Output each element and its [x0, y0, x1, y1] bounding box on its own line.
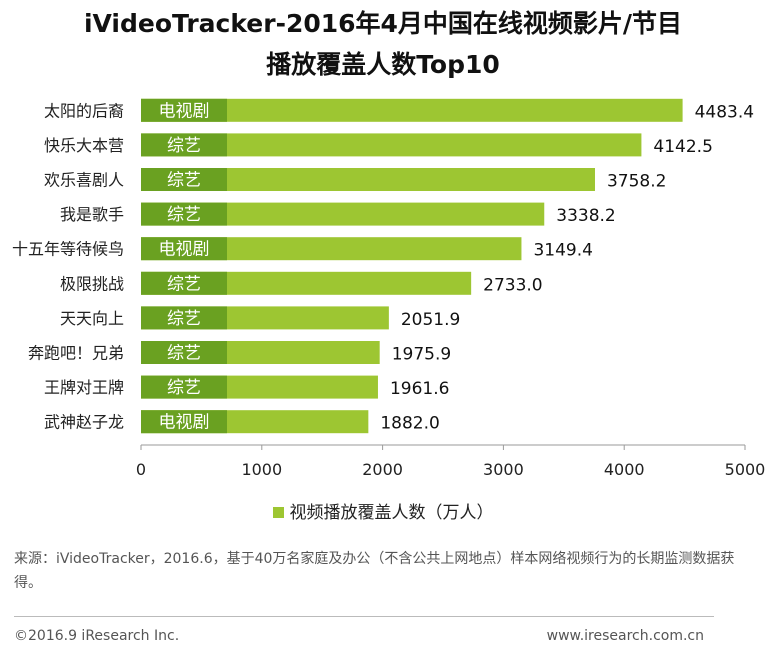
data-label: 4483.4 [695, 102, 754, 122]
category-label: 我是歌手 [60, 205, 124, 224]
data-label: 1961.6 [390, 379, 449, 399]
x-tick-label: 5000 [725, 460, 766, 479]
data-label: 2733.0 [483, 275, 542, 295]
category-label: 欢乐喜剧人 [44, 171, 124, 190]
copyright-text: ©2016.9 iResearch Inc. [14, 628, 180, 644]
category-label: 武神赵子龙 [44, 413, 124, 432]
category-label: 快乐大本营 [44, 136, 124, 155]
legend-label: 视频播放覆盖人数（万人） [289, 503, 494, 523]
data-label: 4142.5 [653, 137, 712, 157]
genre-tag [141, 133, 227, 157]
genre-tag [141, 375, 227, 399]
genre-label: 综艺 [167, 205, 201, 225]
genre-label: 综艺 [167, 136, 201, 156]
legend-swatch [272, 507, 284, 518]
category-label: 天天向上 [60, 309, 124, 328]
bar[interactable] [141, 133, 642, 157]
genre-tag [141, 237, 227, 261]
genre-label: 电视剧 [159, 101, 210, 121]
bar[interactable] [141, 237, 522, 261]
genre-label: 综艺 [167, 309, 201, 329]
x-tick-label: 4000 [604, 460, 645, 479]
bar[interactable] [141, 168, 595, 191]
genre-tag [141, 98, 227, 122]
category-label: 太阳的后裔 [44, 101, 124, 120]
genre-tag [141, 306, 227, 330]
category-label: 奔跑吧！兄弟 [28, 344, 124, 363]
category-label: 十五年等待候鸟 [12, 240, 124, 259]
data-label: 3149.4 [533, 241, 592, 261]
genre-tag [141, 202, 227, 226]
category-label: 王牌对王牌 [44, 378, 124, 397]
data-label: 3758.2 [607, 172, 666, 192]
chart-legend: 视频播放覆盖人数（万人） [0, 498, 766, 523]
x-tick-label: 1000 [241, 460, 282, 479]
source-note: 来源：iVideoTracker，2016.6，基于40万名家庭及办公（不含公共… [14, 551, 735, 591]
genre-tag [141, 341, 227, 364]
data-label: 1975.9 [392, 345, 451, 365]
genre-label: 电视剧 [159, 413, 210, 433]
x-tick-label: 0 [136, 460, 146, 479]
genre-label: 综艺 [167, 171, 201, 191]
x-tick-label: 3000 [483, 460, 524, 479]
category-label: 极限挑战 [60, 274, 124, 293]
genre-label: 综艺 [167, 274, 201, 294]
bar[interactable] [141, 202, 545, 226]
x-tick-label: 2000 [362, 460, 403, 479]
footer-divider [14, 616, 714, 617]
chart-title-line2: 播放覆盖人数Top10 [266, 50, 500, 79]
data-label: 3338.2 [556, 206, 615, 226]
genre-label: 综艺 [167, 378, 201, 398]
genre-label: 综艺 [167, 344, 201, 364]
genre-tag [141, 410, 227, 434]
genre-tag [141, 271, 227, 295]
data-label: 1882.0 [380, 414, 439, 434]
website-link[interactable]: www.iresearch.com.cn [546, 628, 704, 644]
chart-title-line1: iVideoTracker-2016年4月中国在线视频影片/节目 [83, 9, 683, 38]
genre-label: 电视剧 [159, 240, 210, 260]
bar[interactable] [141, 98, 683, 122]
data-label: 2051.9 [401, 310, 460, 330]
genre-tag [141, 168, 227, 191]
